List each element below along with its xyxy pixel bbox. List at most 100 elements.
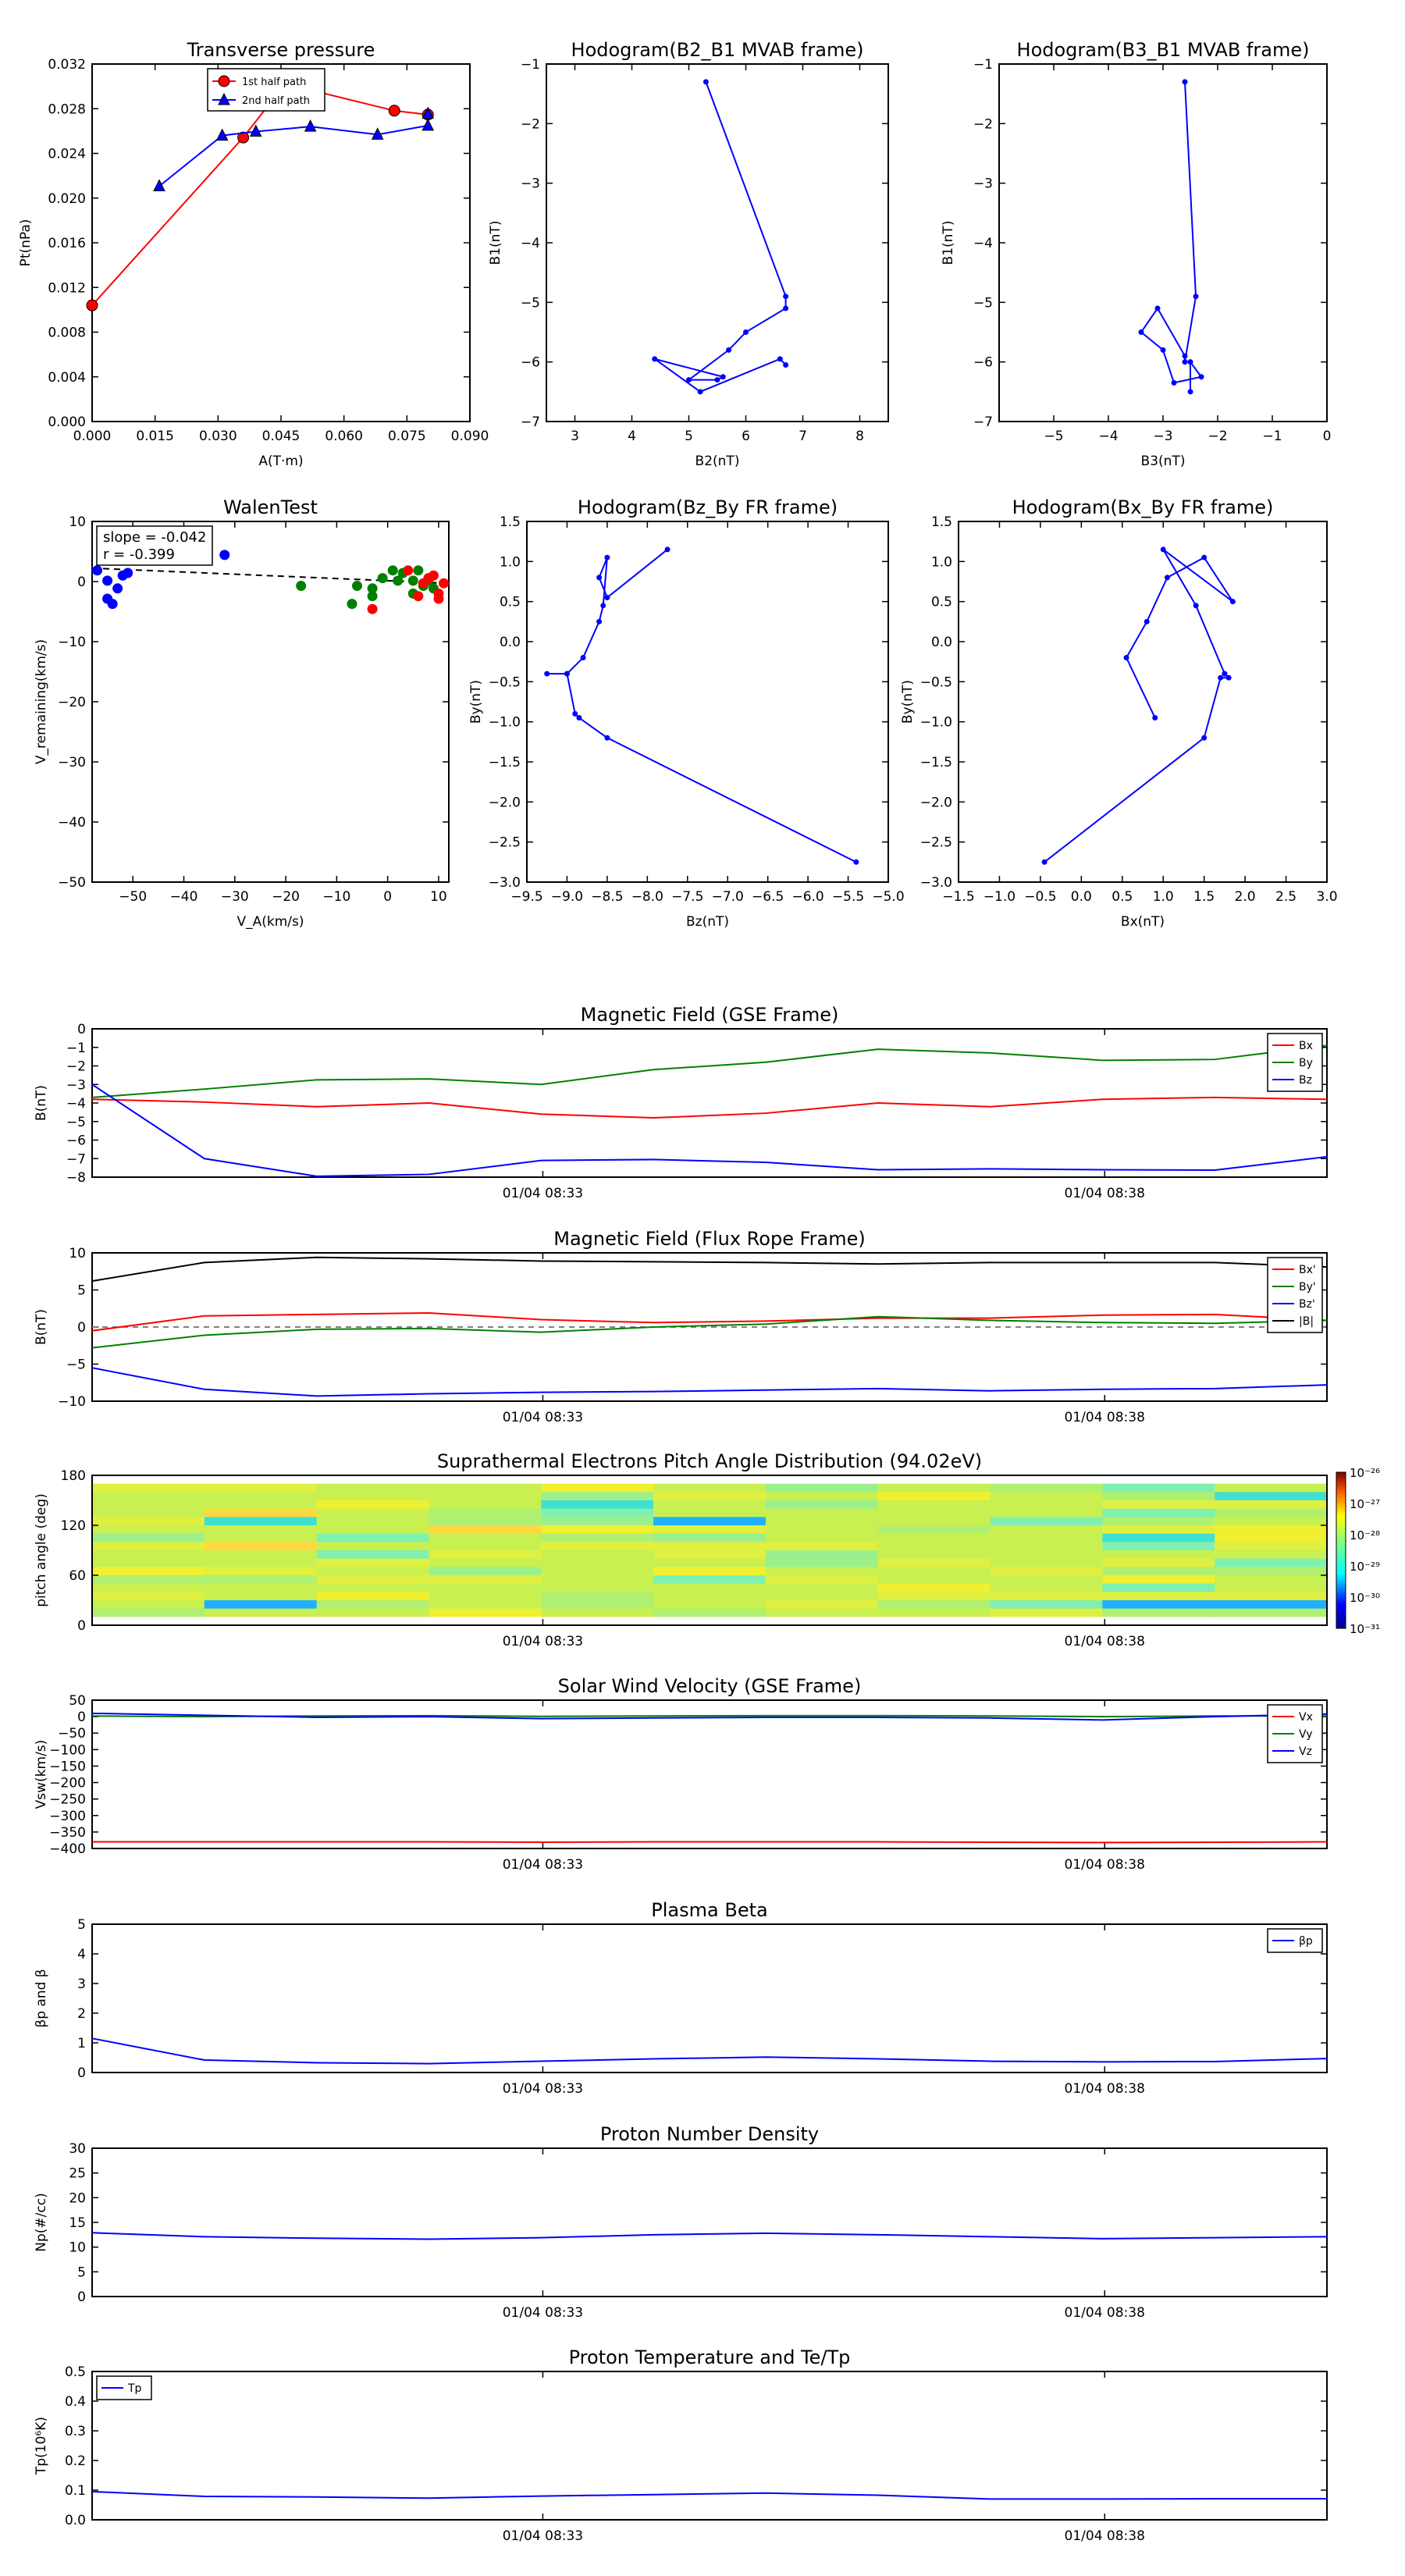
data-point (304, 119, 317, 132)
heatmap-cell (990, 1608, 1103, 1617)
y-tick-label: 0.020 (48, 191, 86, 207)
heatmap-cell (653, 1567, 767, 1576)
heatmap-cell (1102, 1600, 1215, 1610)
heatmap-cell (1215, 1592, 1328, 1601)
data-point (249, 124, 262, 137)
data-point (438, 578, 449, 589)
x-tick-label: −9.0 (551, 889, 583, 905)
heatmap-cell (429, 1617, 542, 1626)
heatmap-cell (990, 1492, 1103, 1501)
annotation-box (96, 525, 213, 566)
x-tick-label: −6.5 (752, 889, 784, 905)
heatmap-cell (92, 1525, 205, 1535)
data-point (576, 715, 582, 721)
data-point (1160, 347, 1166, 353)
x-tick-label: −30 (221, 889, 249, 905)
y-axis-label: By(nT) (900, 680, 916, 724)
y-tick-label: 2 (77, 2006, 86, 2022)
chart-title: WalenTest (223, 496, 318, 518)
y-tick-label: −5 (521, 295, 540, 311)
heatmap-cell (92, 1508, 205, 1517)
heatmap-cell (990, 1475, 1103, 1485)
y-axis-label: B(nT) (34, 1085, 49, 1121)
plot-frame (91, 2147, 1328, 2297)
data-point (219, 550, 230, 560)
data-point (1123, 655, 1129, 661)
x-tick-label: 1.0 (1153, 889, 1174, 905)
colorbar-label: 10⁻³⁰ (1350, 1591, 1380, 1605)
data-point (367, 603, 378, 614)
heatmap-cell (653, 1592, 767, 1601)
heatmap-cell (1102, 1592, 1215, 1601)
data-point (1152, 715, 1158, 721)
heatmap-cell (541, 1608, 654, 1617)
y-tick-label: −1.5 (920, 755, 952, 770)
heatmap-cell (316, 1583, 429, 1592)
heatmap-cell (92, 1592, 205, 1601)
y-tick-label: −2.5 (920, 835, 952, 851)
x-tick-label: 8 (855, 429, 864, 444)
x-tick-label: 0.090 (451, 429, 489, 444)
heatmap-cell (765, 1525, 879, 1535)
x-tick-label: 7 (799, 429, 807, 444)
heatmap-cell (653, 1483, 767, 1493)
colorbar-label: 10⁻²⁷ (1350, 1497, 1380, 1511)
heatmap-cell (877, 1525, 991, 1535)
y-tick-label: 10 (69, 514, 86, 530)
heatmap-cell (541, 1508, 654, 1517)
x-tick-label: −7.0 (712, 889, 744, 905)
chart-mag-field-fr: Magnetic Field (Flux Rope Frame) −10 −5 0 5 1… (34, 1228, 1328, 1425)
y-tick-label: 0.012 (48, 280, 86, 296)
chart-title: Hodogram(B2_B1 MVAB frame) (571, 39, 864, 61)
series-line (91, 2037, 1328, 2065)
heatmap-cell (877, 1475, 991, 1485)
chart-transverse-pressure: Transverse pressure 0.000 0.004 0.008 0.012 0… (18, 39, 489, 469)
heatmap-cell (765, 1483, 879, 1493)
x-tick-label: 6 (742, 429, 750, 444)
y-tick-label: −7 (66, 1151, 86, 1167)
y-tick-label: 60 (69, 1568, 86, 1584)
heatmap-cell (429, 1567, 542, 1576)
y-tick-label: 4 (77, 1947, 86, 1962)
heatmap-cell (765, 1592, 879, 1601)
chart-title: Hodogram(Bx_By FR frame) (1012, 496, 1274, 518)
time-tick-label: 01/04 08:33 (503, 1857, 583, 1873)
heatmap-cell (877, 1492, 991, 1501)
x-tick-label: 0.0 (1071, 889, 1092, 905)
data-point (702, 79, 709, 85)
y-tick-label: −0.5 (489, 674, 521, 690)
heatmap-cell (429, 1592, 542, 1601)
heatmap-cell (316, 1483, 429, 1493)
x-axis-label: Bx(nT) (1121, 914, 1165, 930)
heatmap-cell (877, 1583, 991, 1592)
legend-label: Bz' (1299, 1298, 1315, 1311)
chart-pitch-angle: Suprathermal Electrons Pitch Angle Distr… (34, 1450, 1380, 1649)
y-tick-label: 0.5 (500, 595, 521, 610)
chart-title: Suprathermal Electrons Pitch Angle Distr… (437, 1450, 982, 1472)
heatmap-cell (429, 1483, 542, 1493)
heatmap-cell (765, 1600, 879, 1610)
data-point (367, 591, 378, 602)
y-tick-label: −300 (49, 1809, 86, 1824)
data-point (407, 575, 418, 586)
heatmap-cell (765, 1500, 879, 1510)
y-tick-label: −3 (521, 176, 540, 192)
y-tick-label: 10 (69, 2240, 86, 2256)
x-tick-label: −5.5 (832, 889, 864, 905)
heatmap-cell (316, 1508, 429, 1517)
heatmap-cell (1215, 1583, 1328, 1592)
heatmap-cell (877, 1575, 991, 1585)
heatmap-cell (429, 1600, 542, 1610)
heatmap-cell (1215, 1517, 1328, 1526)
legend-label: By' (1299, 1281, 1316, 1293)
heatmap-cell (204, 1525, 318, 1535)
data-point (714, 377, 720, 383)
heatmap-cell (990, 1600, 1103, 1610)
heatmap-cell (990, 1617, 1103, 1626)
annotation-text: r = -0.399 (103, 546, 175, 563)
heatmap-cell (541, 1500, 654, 1510)
chart-walen-test: WalenTest −50 −40 −30 −20 −10 0 10 −50 −40 −30 −20 −… (34, 496, 450, 930)
x-tick-label: −0.5 (1024, 889, 1056, 905)
legend-label: Vy (1299, 1728, 1313, 1741)
heatmap-cell (653, 1617, 767, 1626)
